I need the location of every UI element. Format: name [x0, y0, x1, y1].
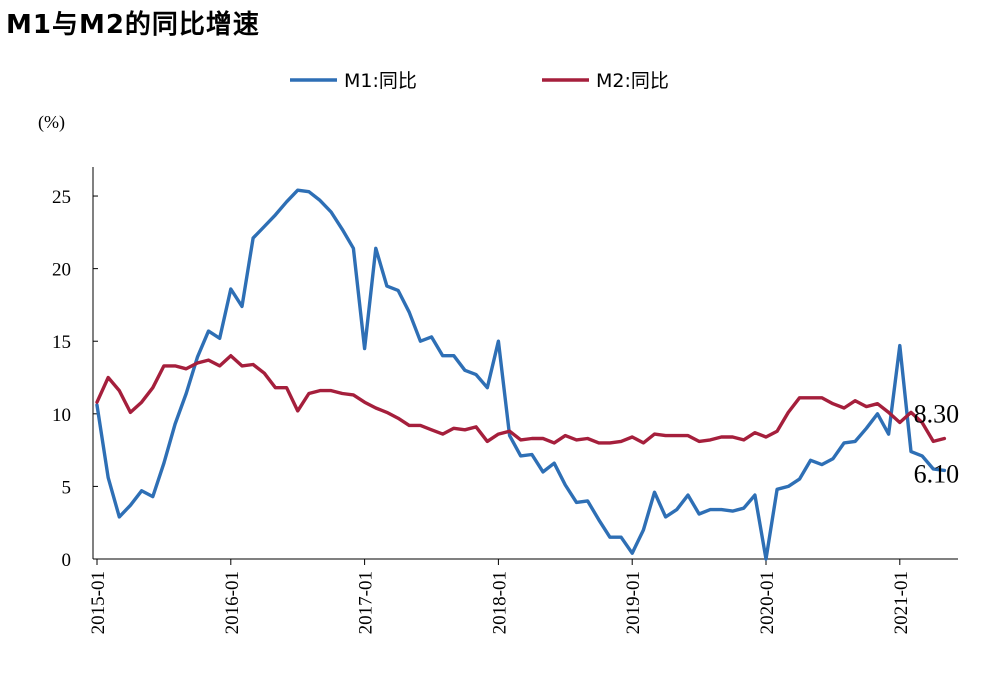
y-tick-label: 5 — [62, 477, 72, 498]
y-tick-label: 25 — [52, 187, 71, 208]
y-unit-label: (%) — [38, 112, 65, 133]
end-value-label-1: 6.10 — [914, 459, 960, 488]
y-tick-label: 15 — [52, 332, 71, 353]
end-value-label-2: 8.30 — [914, 399, 960, 428]
axes: 0 5 10 15 20 25 2015-01 2016-01 2017-01 2018-01 20… — [52, 167, 958, 634]
legend: M1:同比 M2:同比 — [290, 70, 669, 92]
x-tick-label: 2018-01 — [489, 571, 510, 634]
series-layer — [95, 188, 947, 561]
chart-title: M1与M2的同比增速 — [6, 10, 260, 40]
end-labels: 6.10 8.30 — [914, 399, 960, 488]
x-tick-label: 2020-01 — [757, 571, 778, 634]
y-tick-label: 20 — [52, 260, 71, 281]
x-tick-label: 2019-01 — [623, 571, 644, 634]
series-line-1 — [95, 188, 947, 561]
legend-label-2: M2:同比 — [596, 70, 669, 92]
x-tick-label: 2016-01 — [222, 571, 243, 634]
series-line-2 — [95, 354, 947, 445]
x-tick-label: 2015-01 — [88, 571, 109, 634]
x-tick-label: 2017-01 — [356, 571, 377, 634]
x-tick-label: 2021-01 — [891, 571, 912, 634]
y-tick-label: 0 — [62, 550, 72, 571]
y-tick-label: 10 — [52, 405, 71, 426]
legend-label-1: M1:同比 — [344, 70, 417, 92]
